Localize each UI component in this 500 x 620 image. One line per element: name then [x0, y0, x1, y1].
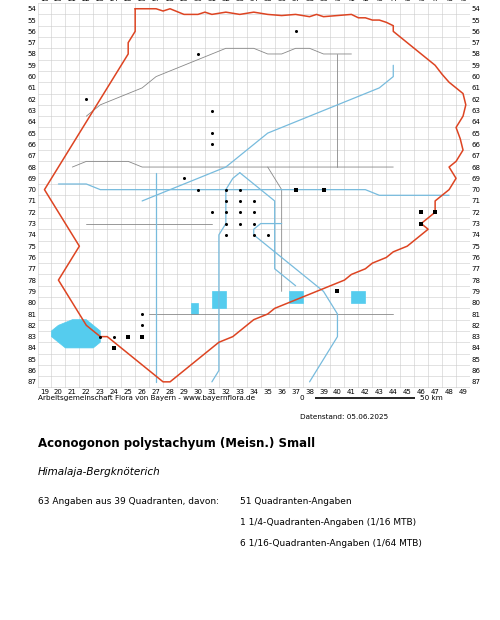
Text: 0: 0 [300, 395, 304, 401]
Polygon shape [52, 320, 100, 348]
Text: 6 1/16-Quadranten-Angaben (1/64 MTB): 6 1/16-Quadranten-Angaben (1/64 MTB) [240, 539, 422, 548]
Text: Himalaja-Bergknöterich: Himalaja-Bergknöterich [38, 467, 160, 477]
Polygon shape [191, 303, 198, 314]
Text: 51 Quadranten-Angaben: 51 Quadranten-Angaben [240, 497, 352, 506]
Text: Arbeitsgemeinschaft Flora von Bayern - www.bayernflora.de: Arbeitsgemeinschaft Flora von Bayern - w… [38, 395, 254, 401]
Text: 50 km: 50 km [420, 395, 443, 401]
Text: 63 Angaben aus 39 Quadranten, davon:: 63 Angaben aus 39 Quadranten, davon: [38, 497, 218, 506]
Polygon shape [212, 291, 226, 308]
Text: Datenstand: 05.06.2025: Datenstand: 05.06.2025 [300, 414, 388, 420]
Text: Aconogonon polystachyum (Meisn.) Small: Aconogonon polystachyum (Meisn.) Small [38, 437, 314, 450]
Polygon shape [352, 291, 366, 303]
Polygon shape [288, 291, 302, 303]
Text: 1 1/4-Quadranten-Angaben (1/16 MTB): 1 1/4-Quadranten-Angaben (1/16 MTB) [240, 518, 416, 527]
